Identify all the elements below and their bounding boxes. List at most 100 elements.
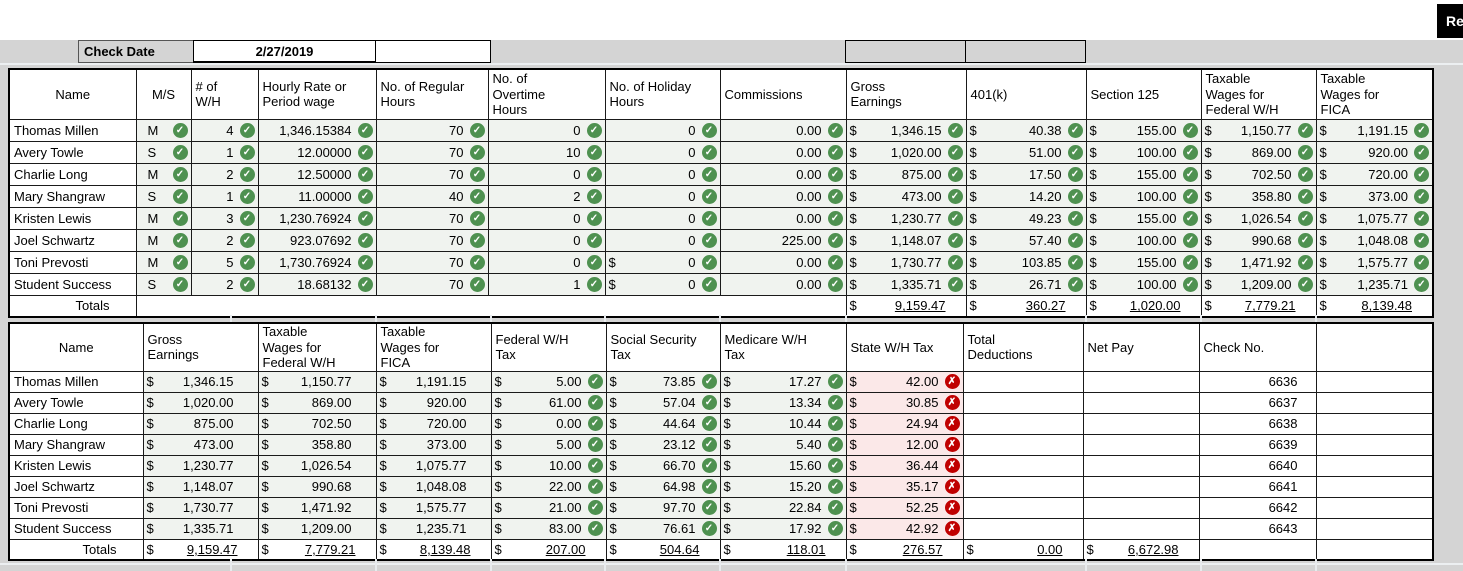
cell-gross[interactable]: $875.00 bbox=[142, 412, 259, 435]
cell-ss_tax[interactable]: $64.98 ✓ bbox=[605, 475, 721, 498]
cell-rate[interactable]: 923.07692 ✓ bbox=[257, 228, 377, 252]
cell-fed_tax[interactable]: $83.00 ✓ bbox=[490, 517, 607, 540]
cell-k401[interactable]: $14.20 ✓ bbox=[965, 184, 1087, 208]
cell-med_tax[interactable]: $5.40 ✓ bbox=[719, 433, 847, 456]
cell-tax_fed[interactable]: $990.68 ✓ bbox=[1200, 228, 1317, 252]
cell-ss_tax[interactable]: $73.85 ✓ bbox=[605, 370, 721, 393]
cell-hol[interactable]: $0 ✓ bbox=[604, 250, 721, 274]
cell-total_ded[interactable] bbox=[962, 454, 1084, 477]
cell-gross[interactable]: $1,020.00 bbox=[142, 391, 259, 414]
cell-wh[interactable]: 4 ✓ bbox=[190, 118, 259, 142]
cell-hol[interactable]: 0 ✓ bbox=[604, 228, 721, 252]
cell-k401[interactable]: $40.38 ✓ bbox=[965, 118, 1087, 142]
cell-tax_fed[interactable]: $1,471.92 ✓ bbox=[1200, 250, 1317, 274]
cell-k401[interactable]: $49.23 ✓ bbox=[965, 206, 1087, 230]
cell-ms[interactable]: M ✓ bbox=[135, 206, 192, 230]
cell-fed_tax[interactable]: $21.00 ✓ bbox=[490, 496, 607, 519]
cell-wh[interactable]: 2 ✓ bbox=[190, 272, 259, 296]
cell-state_tax[interactable]: $36.44 ✗ bbox=[845, 454, 964, 477]
cell-tax_fed[interactable]: $1,209.00 ✓ bbox=[1200, 272, 1317, 296]
cell-state_tax[interactable]: $24.94 ✗ bbox=[845, 412, 964, 435]
cell-state_tax[interactable]: $12.00 ✗ bbox=[845, 433, 964, 456]
cell-hol[interactable]: 0 ✓ bbox=[604, 206, 721, 230]
cell-net_pay[interactable] bbox=[1082, 475, 1200, 498]
cell-k401[interactable]: $51.00 ✓ bbox=[965, 140, 1087, 164]
cell-comm[interactable]: 0.00 ✓ bbox=[719, 118, 847, 142]
cell-hol[interactable]: 0 ✓ bbox=[604, 184, 721, 208]
cell-ot[interactable]: 0 ✓ bbox=[487, 228, 606, 252]
cell-tax_fed[interactable]: $1,150.77 ✓ bbox=[1200, 118, 1317, 142]
cell-comm[interactable]: 0.00 ✓ bbox=[719, 140, 847, 164]
cell-tax_fed[interactable]: $358.80 ✓ bbox=[1200, 184, 1317, 208]
cell-empty[interactable] bbox=[1315, 412, 1434, 435]
cell-tax_fed[interactable]: $1,471.92 bbox=[257, 496, 377, 519]
cell-net_pay[interactable] bbox=[1082, 433, 1200, 456]
cell-reg[interactable]: 70 ✓ bbox=[375, 118, 489, 142]
cell-check_no[interactable]: 6636 bbox=[1198, 370, 1317, 393]
cell-tax_fica[interactable]: $1,075.77 ✓ bbox=[1315, 206, 1434, 230]
cell-ss_tax[interactable]: $76.61 ✓ bbox=[605, 517, 721, 540]
cell-reg[interactable]: 70 ✓ bbox=[375, 272, 489, 296]
cell-ss_tax[interactable]: $97.70 ✓ bbox=[605, 496, 721, 519]
cell-net_pay[interactable] bbox=[1082, 454, 1200, 477]
cell-empty[interactable] bbox=[1315, 517, 1434, 540]
cell-ms[interactable]: M ✓ bbox=[135, 118, 192, 142]
cell-gross[interactable]: $875.00 ✓ bbox=[845, 162, 967, 186]
cell-tax_fed[interactable]: $1,150.77 bbox=[257, 370, 377, 393]
cell-state_tax[interactable]: $42.92 ✗ bbox=[845, 517, 964, 540]
cell-fed_tax[interactable]: $10.00 ✓ bbox=[490, 454, 607, 477]
cell-reg[interactable]: 70 ✓ bbox=[375, 162, 489, 186]
cell-ms[interactable]: M ✓ bbox=[135, 250, 192, 274]
cell-tax_fed[interactable]: $702.50 ✓ bbox=[1200, 162, 1317, 186]
cell-tax_fica[interactable]: $1,191.15 bbox=[375, 370, 492, 393]
cell-comm[interactable]: 0.00 ✓ bbox=[719, 272, 847, 296]
cell-ss_tax[interactable]: $23.12 ✓ bbox=[605, 433, 721, 456]
cell-med_tax[interactable]: $17.92 ✓ bbox=[719, 517, 847, 540]
cell-fed_tax[interactable]: $61.00 ✓ bbox=[490, 391, 607, 414]
cell-check_no[interactable]: 6639 bbox=[1198, 433, 1317, 456]
cell-empty[interactable] bbox=[1315, 496, 1434, 519]
cell-tax_fed[interactable]: $869.00 bbox=[257, 391, 377, 414]
cell-rate[interactable]: 12.50000 ✓ bbox=[257, 162, 377, 186]
cell-wh[interactable]: 1 ✓ bbox=[190, 140, 259, 164]
cell-gross[interactable]: $1,335.71 bbox=[142, 517, 259, 540]
cell-total_ded[interactable] bbox=[962, 496, 1084, 519]
cell-med_tax[interactable]: $17.27 ✓ bbox=[719, 370, 847, 393]
cell-check_no[interactable]: 6637 bbox=[1198, 391, 1317, 414]
cell-total_ded[interactable] bbox=[962, 475, 1084, 498]
cell-k401[interactable]: $26.71 ✓ bbox=[965, 272, 1087, 296]
cell-tax_fed[interactable]: $990.68 bbox=[257, 475, 377, 498]
cell-check_no[interactable]: 6640 bbox=[1198, 454, 1317, 477]
cell-hol[interactable]: 0 ✓ bbox=[604, 162, 721, 186]
cell-med_tax[interactable]: $13.34 ✓ bbox=[719, 391, 847, 414]
cell-state_tax[interactable]: $30.85 ✗ bbox=[845, 391, 964, 414]
cell-rate[interactable]: 18.68132 ✓ bbox=[257, 272, 377, 296]
cell-sec125[interactable]: $100.00 ✓ bbox=[1085, 140, 1202, 164]
cell-gross[interactable]: $473.00 bbox=[142, 433, 259, 456]
cell-tax_fica[interactable]: $1,191.15 ✓ bbox=[1315, 118, 1434, 142]
cell-net_pay[interactable] bbox=[1082, 391, 1200, 414]
cell-gross[interactable]: $1,148.07 ✓ bbox=[845, 228, 967, 252]
cell-gross[interactable]: $1,148.07 bbox=[142, 475, 259, 498]
cell-check_no[interactable]: 6642 bbox=[1198, 496, 1317, 519]
cell-gross[interactable]: $1,020.00 ✓ bbox=[845, 140, 967, 164]
cell-check_no[interactable]: 6638 bbox=[1198, 412, 1317, 435]
cell-ms[interactable]: M ✓ bbox=[135, 162, 192, 186]
cell-total_ded[interactable] bbox=[962, 412, 1084, 435]
cell-comm[interactable]: 0.00 ✓ bbox=[719, 184, 847, 208]
cell-total_ded[interactable] bbox=[962, 391, 1084, 414]
cell-rate[interactable]: 12.00000 ✓ bbox=[257, 140, 377, 164]
cell-empty[interactable] bbox=[1315, 370, 1434, 393]
cell-ot[interactable]: 0 ✓ bbox=[487, 118, 606, 142]
cell-net_pay[interactable] bbox=[1082, 496, 1200, 519]
cell-reg[interactable]: 70 ✓ bbox=[375, 228, 489, 252]
cell-wh[interactable]: 2 ✓ bbox=[190, 228, 259, 252]
empty-cell[interactable] bbox=[375, 40, 491, 63]
cell-tax_fica[interactable]: $720.00 bbox=[375, 412, 492, 435]
cell-gross[interactable]: $1,230.77 ✓ bbox=[845, 206, 967, 230]
cell-ot[interactable]: 0 ✓ bbox=[487, 206, 606, 230]
cell-tax_fica[interactable]: $920.00 bbox=[375, 391, 492, 414]
cell-k401[interactable]: $103.85 ✓ bbox=[965, 250, 1087, 274]
cell-tax_fica[interactable]: $1,575.77 ✓ bbox=[1315, 250, 1434, 274]
cell-check_no[interactable]: 6643 bbox=[1198, 517, 1317, 540]
